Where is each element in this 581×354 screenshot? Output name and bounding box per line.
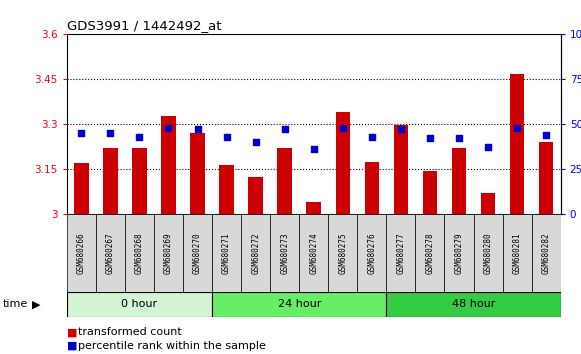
Text: GSM680274: GSM680274 <box>309 232 318 274</box>
Point <box>222 134 231 139</box>
Text: GSM680267: GSM680267 <box>106 232 115 274</box>
Bar <box>161 116 175 214</box>
Point <box>541 132 551 138</box>
Bar <box>278 148 292 214</box>
Bar <box>386 292 561 317</box>
Text: ■: ■ <box>67 341 77 351</box>
Bar <box>393 125 408 214</box>
Point <box>454 136 464 141</box>
Bar <box>415 214 444 292</box>
Bar <box>67 292 212 317</box>
Text: 48 hour: 48 hour <box>452 299 495 309</box>
Bar <box>365 161 379 214</box>
Bar <box>328 214 357 292</box>
Bar <box>307 202 321 214</box>
Bar <box>220 165 234 214</box>
Text: 24 hour: 24 hour <box>278 299 321 309</box>
Text: GSM680282: GSM680282 <box>541 232 551 274</box>
Text: GSM680266: GSM680266 <box>77 232 86 274</box>
Point <box>396 126 406 132</box>
Text: time: time <box>3 299 28 309</box>
Text: GSM680272: GSM680272 <box>251 232 260 274</box>
Point <box>193 126 202 132</box>
Bar <box>336 112 350 214</box>
Text: GSM680275: GSM680275 <box>338 232 347 274</box>
Text: GSM680280: GSM680280 <box>483 232 493 274</box>
Point <box>164 125 173 130</box>
Text: GSM680271: GSM680271 <box>222 232 231 274</box>
Point <box>483 144 493 150</box>
Text: transformed count: transformed count <box>78 327 182 337</box>
Point <box>338 125 347 130</box>
Point <box>425 136 435 141</box>
Point <box>367 134 376 139</box>
Bar <box>444 214 474 292</box>
Bar <box>190 133 205 214</box>
Bar <box>480 193 495 214</box>
Bar <box>103 148 117 214</box>
Bar <box>539 142 553 214</box>
Text: GSM680268: GSM680268 <box>135 232 144 274</box>
Bar <box>532 214 561 292</box>
Point <box>280 126 289 132</box>
Bar <box>212 292 386 317</box>
Bar <box>299 214 328 292</box>
Text: GDS3991 / 1442492_at: GDS3991 / 1442492_at <box>67 19 221 33</box>
Bar <box>154 214 183 292</box>
Bar <box>474 214 503 292</box>
Text: GSM680278: GSM680278 <box>425 232 435 274</box>
Point <box>309 146 318 152</box>
Bar <box>96 214 125 292</box>
Text: GSM680279: GSM680279 <box>454 232 464 274</box>
Bar <box>67 214 96 292</box>
Text: percentile rank within the sample: percentile rank within the sample <box>78 341 266 351</box>
Bar <box>423 171 437 214</box>
Text: GSM680269: GSM680269 <box>164 232 173 274</box>
Bar <box>241 214 270 292</box>
Text: ■: ■ <box>67 327 77 337</box>
Bar <box>74 163 88 214</box>
Bar <box>212 214 241 292</box>
Text: ▶: ▶ <box>32 299 41 309</box>
Bar <box>125 214 154 292</box>
Text: GSM680277: GSM680277 <box>396 232 406 274</box>
Bar <box>452 148 466 214</box>
Point <box>106 130 115 136</box>
Bar <box>386 214 415 292</box>
Bar <box>270 214 299 292</box>
Bar <box>510 74 524 214</box>
Bar <box>357 214 386 292</box>
Point <box>251 139 260 145</box>
Bar <box>503 214 532 292</box>
Text: 0 hour: 0 hour <box>121 299 157 309</box>
Text: GSM680281: GSM680281 <box>512 232 522 274</box>
Point <box>512 125 522 130</box>
Text: GSM680273: GSM680273 <box>280 232 289 274</box>
Bar <box>183 214 212 292</box>
Point <box>135 134 144 139</box>
Bar <box>249 177 263 214</box>
Text: GSM680276: GSM680276 <box>367 232 376 274</box>
Bar <box>132 148 147 214</box>
Point <box>77 130 86 136</box>
Text: GSM680270: GSM680270 <box>193 232 202 274</box>
